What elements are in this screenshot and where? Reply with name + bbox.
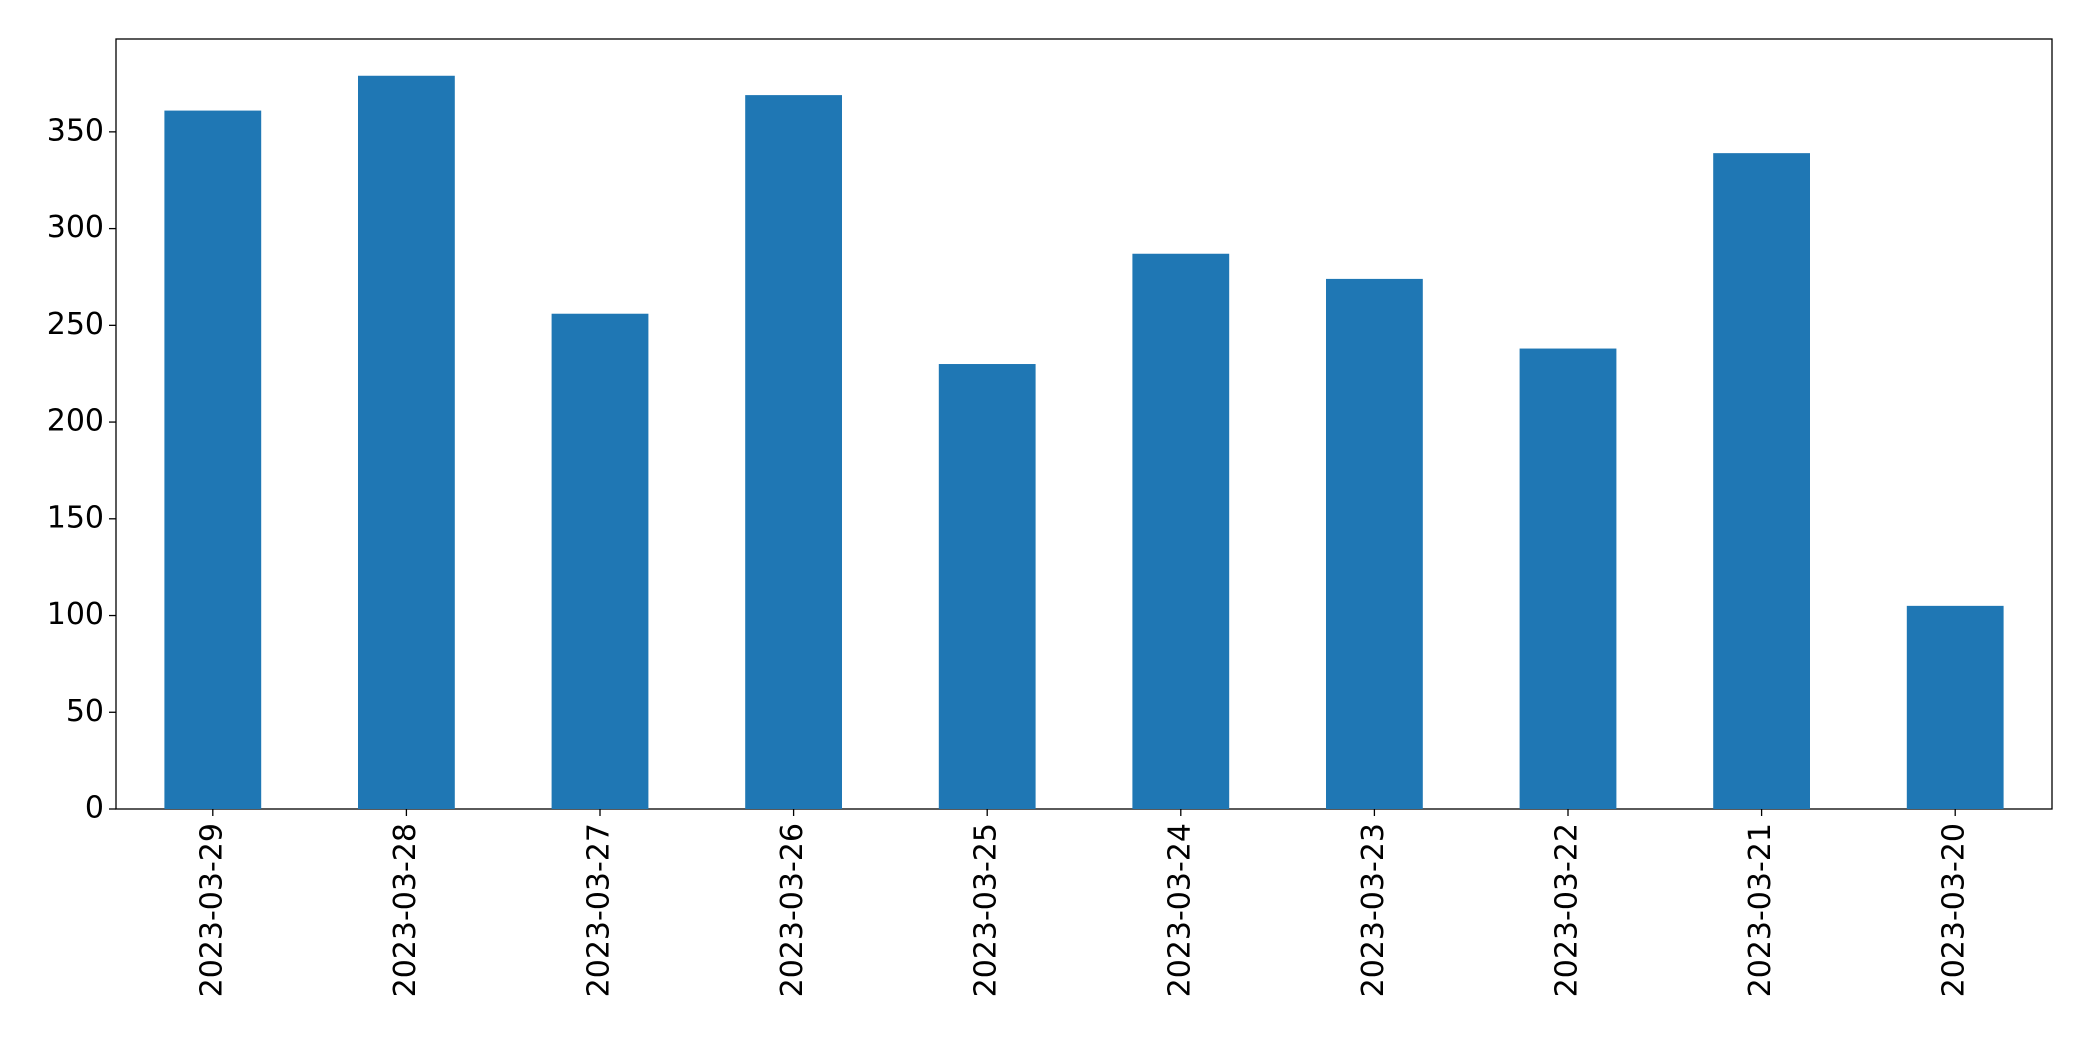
- x-tick-label: 2023-03-28: [388, 823, 423, 997]
- bar: [358, 75, 455, 810]
- bar: [551, 313, 649, 809]
- bar: [745, 95, 842, 809]
- y-tick-label: 100: [47, 597, 104, 632]
- bar: [1713, 153, 1810, 809]
- bar: [1519, 348, 1617, 809]
- y-tick-label: 300: [47, 210, 104, 245]
- y-tick-label: 250: [47, 307, 104, 342]
- y-tick-label: 350: [47, 113, 104, 148]
- plot-frame: [115, 38, 2053, 810]
- bar: [938, 364, 1036, 809]
- x-tick-label: 2023-03-23: [1356, 823, 1391, 997]
- bar: [1906, 605, 2004, 809]
- y-tick-label: 0: [85, 791, 104, 826]
- y-tick-label: 50: [66, 694, 104, 729]
- x-tick-label: 2023-03-29: [194, 823, 229, 997]
- x-tick-label: 2023-03-27: [582, 823, 617, 997]
- x-tick-label: 2023-03-25: [969, 823, 1004, 997]
- x-tick-label: 2023-03-26: [775, 823, 810, 997]
- x-tick-label: 2023-03-21: [1743, 823, 1778, 997]
- y-tick-label: 200: [47, 404, 104, 439]
- bar: [1326, 278, 1423, 809]
- bar: [164, 110, 262, 810]
- x-tick-label: 2023-03-20: [1937, 823, 1972, 997]
- bar: [1132, 253, 1230, 809]
- y-tick-label: 150: [47, 500, 104, 535]
- x-tick-label: 2023-03-22: [1550, 823, 1585, 997]
- x-tick-label: 2023-03-24: [1162, 823, 1197, 997]
